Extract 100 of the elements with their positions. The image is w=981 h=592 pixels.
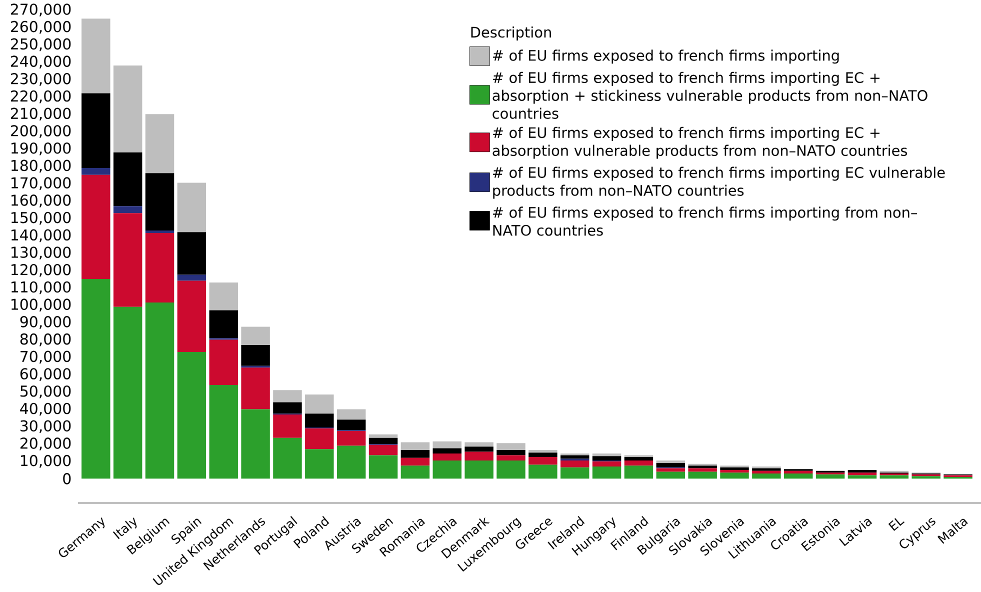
bar: [688, 472, 717, 479]
bar: [177, 280, 206, 352]
legend-label: # of EU firms exposed to french firms importing EC vulnerable products from non–NATO countries: [492, 166, 945, 199]
bar: [336, 430, 366, 446]
legend-label: # of EU firms exposed to french firms importing from non–NATO countries: [492, 206, 917, 236]
y-tick-label: 210,000: [10, 108, 71, 121]
bar: [113, 206, 142, 214]
bar: [113, 152, 142, 206]
bar: [209, 310, 238, 338]
bar: [305, 414, 334, 428]
bar: [400, 442, 430, 450]
y-tick-label: 170,000: [12, 177, 71, 190]
bar: [432, 454, 462, 460]
bar: [432, 460, 462, 479]
bar: [848, 470, 877, 473]
y-tick-label: 0: [63, 473, 71, 484]
bar: [720, 467, 749, 470]
bar: [273, 390, 302, 402]
bar: [113, 213, 142, 307]
y-tick-label: 160,000: [12, 194, 71, 208]
bar: [848, 475, 877, 479]
bar: [400, 466, 430, 479]
bar: [82, 168, 110, 175]
y-tick-label: 190,000: [12, 142, 71, 156]
y-tick-label: 100,000: [12, 298, 71, 312]
bar: [368, 434, 398, 438]
bar: [880, 475, 909, 479]
bar: [496, 460, 526, 479]
bar: [464, 460, 494, 479]
bar: [560, 467, 590, 479]
bar: [528, 464, 558, 479]
bar: [464, 452, 494, 460]
bar: [752, 468, 781, 471]
bar: [305, 428, 334, 450]
bar: [177, 352, 206, 479]
bar: [720, 470, 749, 473]
y-tick-label: 40,000: [20, 402, 71, 416]
bar: [432, 448, 462, 454]
y-tick-label: 230,000: [10, 73, 71, 86]
y-tick-label: 200,000: [10, 125, 71, 138]
bar: [496, 455, 526, 460]
bar: [145, 233, 174, 302]
bar: [177, 232, 206, 275]
bar: [752, 470, 781, 474]
bar: [784, 473, 813, 479]
y-tick-label: 10,000: [21, 454, 71, 468]
bar: [624, 460, 654, 466]
bar: [241, 326, 270, 346]
legend-label: # of EU firms exposed to french firms importing EC + absorption vulnerable products from non–NATO countries: [492, 126, 908, 159]
bar: [912, 476, 940, 479]
bar: [177, 274, 206, 281]
y-tick-label: 260,000: [10, 20, 71, 34]
bar: [82, 93, 110, 168]
bar: [592, 466, 622, 479]
bar: [368, 444, 398, 456]
bar: [113, 306, 142, 479]
bar: [528, 456, 558, 465]
bar: [145, 302, 174, 479]
bar: [241, 368, 270, 410]
y-tick-label: 20,000: [20, 438, 71, 450]
legend-label: # of EU firms exposed to french firms importing: [492, 50, 839, 64]
bar: [752, 473, 781, 479]
bar: [528, 452, 558, 457]
y-tick-label: 110,000: [12, 281, 71, 294]
bar: [592, 461, 622, 467]
bar: [688, 466, 717, 468]
bar: [177, 182, 206, 232]
bar: [656, 463, 686, 468]
bar: [720, 472, 749, 479]
bar: [209, 340, 238, 385]
bar: [273, 414, 302, 438]
bar: [305, 394, 334, 414]
bar: [273, 438, 302, 479]
bar: [145, 114, 174, 174]
bar: [400, 458, 430, 466]
bar: [656, 460, 686, 464]
bar: [400, 450, 430, 458]
bar: [624, 456, 654, 460]
bar: [816, 474, 845, 479]
bar: [82, 174, 110, 280]
bar: [432, 441, 462, 448]
bar: [528, 450, 558, 453]
bar: [82, 279, 110, 479]
bar: [464, 446, 494, 452]
bar: [82, 18, 110, 94]
bar: [368, 455, 398, 479]
y-tick-label: 250,000: [10, 38, 71, 52]
legend-title: Description: [471, 26, 551, 40]
bar: [368, 438, 398, 444]
bar: [145, 230, 174, 234]
y-tick-label: 30,000: [20, 420, 71, 434]
y-tick-label: 90,000: [20, 316, 71, 329]
y-tick-label: 140,000: [12, 229, 71, 242]
bar: [241, 409, 270, 479]
bar: [656, 472, 686, 479]
y-tick-label: 220,000: [10, 90, 71, 104]
bar: [560, 455, 590, 459]
y-tick-label: 70,000: [20, 350, 71, 364]
y-tick-label: 180,000: [12, 160, 71, 173]
bar: [592, 456, 622, 460]
